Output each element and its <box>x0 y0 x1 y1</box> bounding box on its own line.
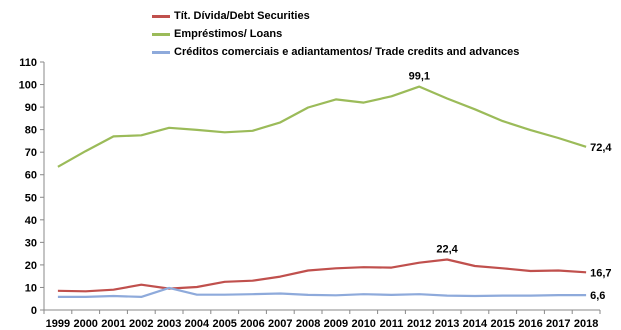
x-tick-label: 2010 <box>351 318 375 330</box>
x-tick-label: 2009 <box>324 318 348 330</box>
y-tick-label: 50 <box>25 192 37 204</box>
legend-label-loans: Empréstimos/ Loans <box>174 28 283 40</box>
y-tick-label: 110 <box>19 57 37 69</box>
y-tick-label: 100 <box>19 80 37 92</box>
x-tick-label: 1999 <box>46 318 70 330</box>
data-label: 99,1 <box>409 71 430 83</box>
x-tick-label: 2013 <box>435 318 459 330</box>
x-tick-label: 2017 <box>546 318 570 330</box>
x-tick-label: 2018 <box>574 318 598 330</box>
series-line-trade-credits <box>57 286 587 298</box>
legend-item-debt-securities: Tít. Dívida/Debt Securities <box>152 10 310 22</box>
x-tick-label: 2007 <box>268 318 292 330</box>
x-tick-label: 2005 <box>212 318 236 330</box>
legend-item-loans: Empréstimos/ Loans <box>152 28 282 40</box>
data-label: 6,6 <box>590 290 605 302</box>
y-tick-label: 30 <box>25 237 37 249</box>
y-tick-label: 0 <box>31 305 37 317</box>
x-tick-label: 2002 <box>129 318 153 330</box>
y-tick-label: 90 <box>25 102 37 114</box>
legend-swatch-loans <box>152 32 170 36</box>
y-tick-label: 10 <box>25 282 37 294</box>
y-tick-label: 20 <box>25 260 37 272</box>
x-tick-label: 2014 <box>463 318 488 330</box>
x-tick-label: 2016 <box>518 318 542 330</box>
x-tick-label: 2003 <box>157 318 181 330</box>
x-tick-label: 2004 <box>185 318 210 330</box>
x-tick-label: 2006 <box>240 318 264 330</box>
legend-item-trade-credits: Créditos comerciais e adiantamentos/ Tra… <box>152 46 519 58</box>
data-label: 72,4 <box>590 142 612 154</box>
data-label: 16,7 <box>590 267 611 279</box>
y-tick-label: 60 <box>25 170 37 182</box>
y-tick-label: 40 <box>25 215 37 227</box>
legend-swatch-trade-credits <box>152 50 170 54</box>
legend-label-trade-credits: Créditos comerciais e adiantamentos/ Tra… <box>174 46 520 58</box>
legend-swatch-debt-securities <box>152 14 170 18</box>
y-tick-label: 70 <box>25 147 37 159</box>
x-tick-label: 2012 <box>407 318 431 330</box>
x-tick-label: 2000 <box>73 318 97 330</box>
legend-label-debt-securities: Tít. Dívida/Debt Securities <box>174 10 310 22</box>
x-tick-label: 2011 <box>380 318 404 330</box>
x-tick-label: 2001 <box>101 318 125 330</box>
x-tick-label: 2015 <box>490 318 514 330</box>
series-line-loans <box>57 85 587 168</box>
data-label: 22,4 <box>436 243 458 255</box>
series-line-debt-securities <box>57 258 587 293</box>
y-tick-label: 80 <box>25 125 37 137</box>
x-tick-label: 2008 <box>296 318 320 330</box>
